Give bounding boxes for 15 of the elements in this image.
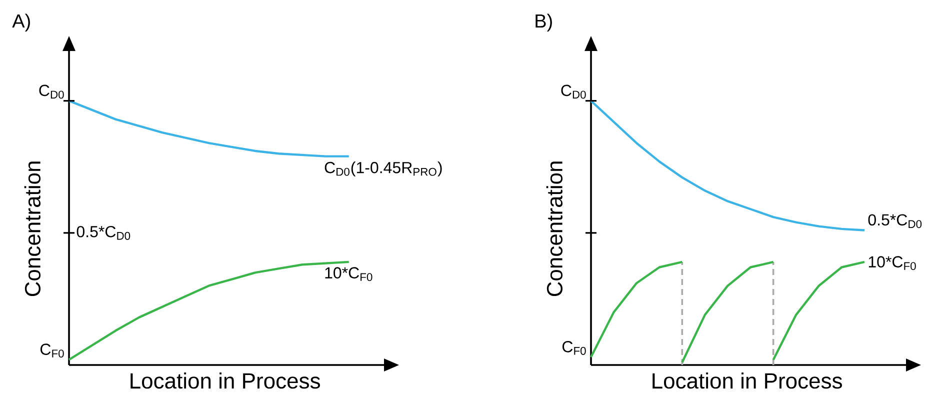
chart-title: A) — [12, 14, 30, 32]
annotation: 0.5*C$_{D0}$ — [76, 226, 130, 240]
chart-title: B) — [536, 14, 552, 32]
x-axis-title: Location in Process — [130, 372, 320, 389]
series-label: C$_{D0}$(1-0.45R$_{PRO}$) — [324, 162, 442, 176]
y-axis-title: Concentration — [24, 162, 41, 296]
series-label: 10*C$_{F0}$ — [325, 267, 372, 282]
x-axis-title: Location in Process — [652, 372, 842, 389]
annotation: C$_{F0}$ — [562, 340, 586, 355]
text: C$_{F0}$ — [40, 344, 64, 358]
y-axis-title: Concentration — [546, 162, 563, 296]
text: C$_{D0}$ — [39, 84, 64, 99]
series-label: 10*C$_{F0}$ — [868, 256, 916, 270]
text: C$_{D0}$ — [561, 84, 586, 99]
series-label: 0.5*C$_{D0}$ — [868, 214, 922, 228]
